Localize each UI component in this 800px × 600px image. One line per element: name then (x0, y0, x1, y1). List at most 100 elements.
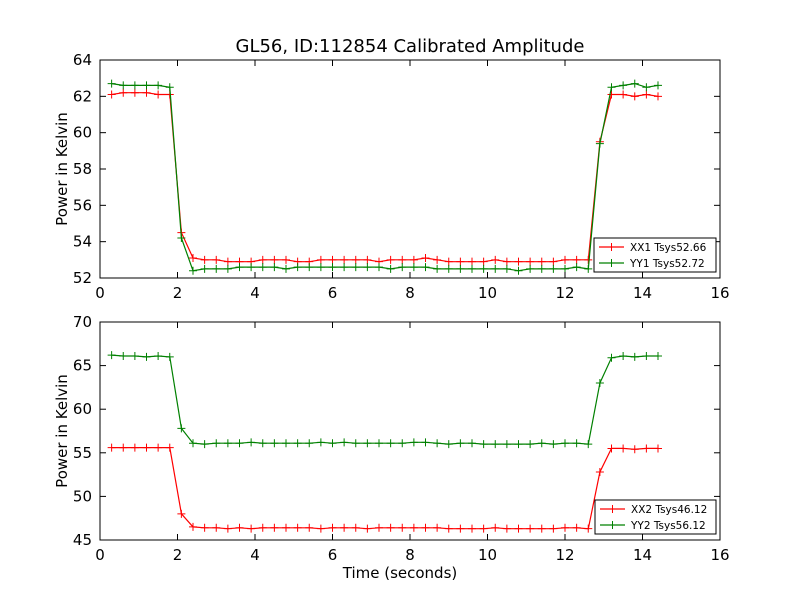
data-point (619, 444, 628, 453)
x-tick-label: 16 (710, 284, 729, 302)
data-point (514, 257, 523, 266)
data-point (549, 524, 558, 533)
data-point (119, 443, 128, 452)
data-point (235, 523, 244, 532)
data-point (165, 352, 174, 361)
y-tick-label: 55 (73, 444, 92, 462)
data-point (189, 254, 197, 263)
data-point (584, 255, 593, 264)
y-tick-label: 54 (73, 233, 92, 251)
data-point (363, 439, 372, 448)
data-point (270, 523, 279, 532)
data-point (595, 379, 604, 388)
data-point (107, 90, 116, 99)
data-point (561, 264, 569, 273)
data-point (409, 255, 418, 264)
data-point (549, 257, 558, 266)
data-point (619, 90, 628, 99)
x-tick-label: 0 (95, 284, 105, 302)
data-point (247, 438, 256, 447)
data-point (386, 264, 395, 273)
data-point (514, 440, 523, 449)
data-point (189, 522, 197, 531)
data-point (654, 81, 662, 90)
data-point (537, 524, 546, 533)
data-point (607, 83, 616, 92)
data-point (654, 92, 662, 101)
data-point (421, 263, 430, 272)
data-point (398, 523, 407, 532)
data-point (258, 523, 267, 532)
data-point (107, 351, 116, 360)
data-point (282, 264, 290, 273)
data-point (375, 439, 383, 448)
data-point (456, 257, 465, 266)
y-tick-label: 45 (73, 531, 92, 549)
x-tick-label: 2 (173, 284, 183, 302)
data-point (142, 443, 151, 452)
y-tick-label: 65 (73, 357, 92, 375)
data-point (142, 352, 151, 361)
data-point (223, 524, 232, 533)
x-tick-label: 14 (633, 284, 652, 302)
data-point (479, 264, 488, 273)
data-point (409, 438, 418, 447)
data-point (270, 255, 279, 264)
x-tick-label: 8 (405, 546, 415, 564)
data-point (200, 264, 209, 273)
data-point (433, 523, 442, 532)
data-point (537, 439, 546, 448)
data-point (537, 264, 546, 273)
y-tick-label: 52 (73, 269, 92, 287)
legend-box (593, 237, 717, 273)
data-point (165, 83, 174, 92)
data-point (619, 81, 628, 90)
data-point (212, 439, 221, 448)
data-point (444, 440, 453, 449)
data-point (502, 264, 511, 273)
subplot-2: 0 2 4 6 8 10 12 14 16 45 50 55 60 65 70 Power in Kelvin… (53, 313, 730, 582)
data-point (421, 254, 430, 263)
data-point (363, 524, 372, 533)
plot-area (107, 351, 662, 533)
data-point (119, 81, 128, 90)
data-point (584, 440, 593, 449)
data-point (119, 352, 128, 361)
data-point (340, 255, 349, 264)
data-point (468, 524, 476, 533)
data-point (456, 439, 465, 448)
legend-marker (607, 243, 616, 251)
data-point (398, 439, 407, 448)
data-point (270, 263, 279, 272)
data-point (386, 439, 395, 448)
legend-marker (608, 505, 617, 513)
data-point (305, 263, 314, 272)
data-point (235, 263, 244, 272)
data-point (409, 263, 418, 272)
data-point (526, 440, 535, 449)
data-point (561, 255, 569, 264)
data-point (502, 257, 511, 266)
data-point (468, 439, 476, 448)
data-point (270, 439, 279, 448)
data-point (258, 263, 267, 272)
data-point (165, 443, 174, 452)
data-point (305, 439, 314, 448)
data-point (212, 264, 221, 273)
data-point (491, 440, 500, 449)
data-point (502, 524, 511, 533)
data-point (433, 439, 442, 448)
data-point (654, 352, 662, 361)
data-point (572, 255, 581, 264)
data-point (316, 255, 325, 264)
data-point (142, 88, 151, 97)
data-point (433, 255, 442, 264)
y-tick-label: 70 (73, 313, 92, 331)
y-axis-label: Power in Kelvin (53, 112, 71, 226)
data-point (293, 439, 302, 448)
x-tick-label: 4 (250, 284, 260, 302)
x-tick-label: 12 (555, 546, 574, 564)
data-point (630, 92, 639, 101)
subplot-1: 0 2 4 6 8 10 12 14 16 52 54 56 58 60 62 64 Power in Kelv… (53, 51, 730, 302)
x-tick-label: 16 (710, 546, 729, 564)
